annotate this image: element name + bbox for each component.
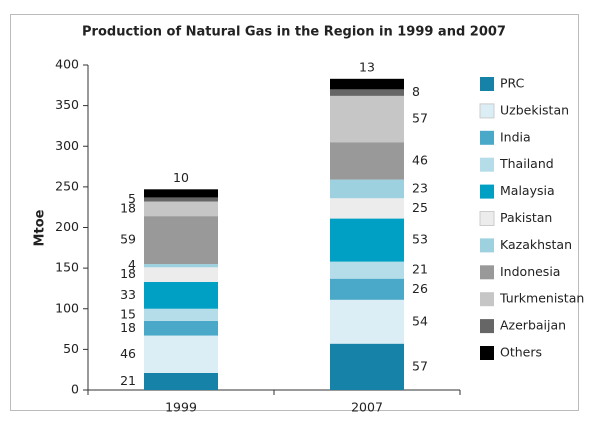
legend-label: Indonesia: [500, 264, 560, 279]
data-label: 21: [120, 373, 136, 388]
bar-segment: [144, 201, 218, 217]
data-label: 26: [412, 281, 428, 296]
legend-swatch: [479, 103, 495, 119]
legend-swatch: [480, 238, 494, 253]
y-tick-label: 100: [55, 300, 79, 315]
legend-swatch: [480, 77, 494, 91]
bar-segment: [144, 267, 218, 282]
legend-label: Uzbekistan: [500, 102, 569, 117]
y-tick-label: 350: [55, 97, 79, 112]
x-tick-label: 1999: [165, 400, 197, 415]
data-label: 21: [412, 262, 428, 277]
data-label: 5: [128, 191, 136, 206]
y-tick-label: 50: [63, 341, 79, 356]
y-tick-label: 200: [55, 219, 79, 234]
bar-segment: [144, 216, 218, 265]
bar-segment: [144, 197, 218, 202]
y-axis-label: Mtoe: [33, 209, 48, 246]
legend-label: PRC: [500, 76, 525, 91]
bar-segment: [144, 335, 218, 373]
y-tick-label: 250: [55, 178, 79, 193]
legend-label: India: [500, 129, 531, 144]
chart-title: Production of Natural Gas in the Region …: [82, 25, 506, 40]
bar-segment: [330, 261, 404, 279]
bar-segment: [330, 89, 404, 96]
bar-segment: [330, 299, 404, 344]
data-label: 57: [412, 111, 428, 126]
bar-segment: [330, 343, 404, 390]
data-label: 15: [120, 306, 136, 321]
legend-swatch: [480, 157, 494, 172]
data-label: 13: [359, 59, 375, 74]
y-tick-label: 400: [55, 57, 79, 72]
data-label: 46: [120, 346, 136, 361]
legend-swatch: [480, 184, 494, 199]
bar-segment: [144, 308, 218, 321]
bar-segment: [330, 179, 404, 199]
legend-label: Turkmenistan: [499, 291, 584, 306]
legend-swatch: [480, 319, 494, 334]
data-label: 4: [128, 257, 136, 272]
frame: [10, 14, 579, 411]
data-label: 18: [120, 320, 136, 335]
bar-segment: [330, 198, 404, 219]
bar-segment: [144, 281, 218, 309]
legend-label: Kazakhstan: [500, 237, 572, 252]
legend-swatch: [479, 211, 495, 226]
legend-label: Others: [500, 345, 542, 360]
data-label: 54: [412, 313, 428, 328]
data-label: 10: [173, 170, 189, 185]
data-label: 59: [120, 232, 136, 247]
legend-swatch: [480, 346, 494, 360]
bar-segment: [330, 95, 404, 143]
bar-segment: [330, 78, 404, 90]
legend-swatch: [480, 265, 494, 280]
bar-segment: [330, 218, 404, 262]
legend-swatch: [480, 130, 494, 145]
legend-swatch: [480, 292, 494, 307]
bar-segment: [144, 189, 218, 198]
data-label: 25: [412, 200, 428, 215]
legend-label: Pakistan: [500, 210, 552, 225]
data-label: 53: [412, 232, 428, 247]
y-tick-label: 0: [71, 382, 79, 397]
data-label: 33: [120, 287, 136, 302]
data-label: 57: [412, 358, 428, 373]
bar-segment: [330, 142, 404, 180]
bar-segment: [144, 320, 218, 336]
data-label: 23: [412, 180, 428, 195]
data-label: 18: [120, 200, 136, 215]
x-tick-label: 2007: [351, 400, 383, 415]
data-label: 46: [412, 152, 428, 167]
y-tick-label: 150: [55, 260, 79, 275]
data-label: 18: [120, 266, 136, 281]
legend-label: Malaysia: [500, 183, 555, 198]
bar-segment: [144, 372, 218, 390]
data-label: 8: [412, 84, 420, 99]
bar-segment: [330, 278, 404, 300]
y-tick-label: 300: [55, 138, 79, 153]
bar-segment: [144, 264, 218, 268]
legend-label: Thailand: [499, 156, 554, 171]
legend-label: Azerbaijan: [500, 318, 566, 333]
